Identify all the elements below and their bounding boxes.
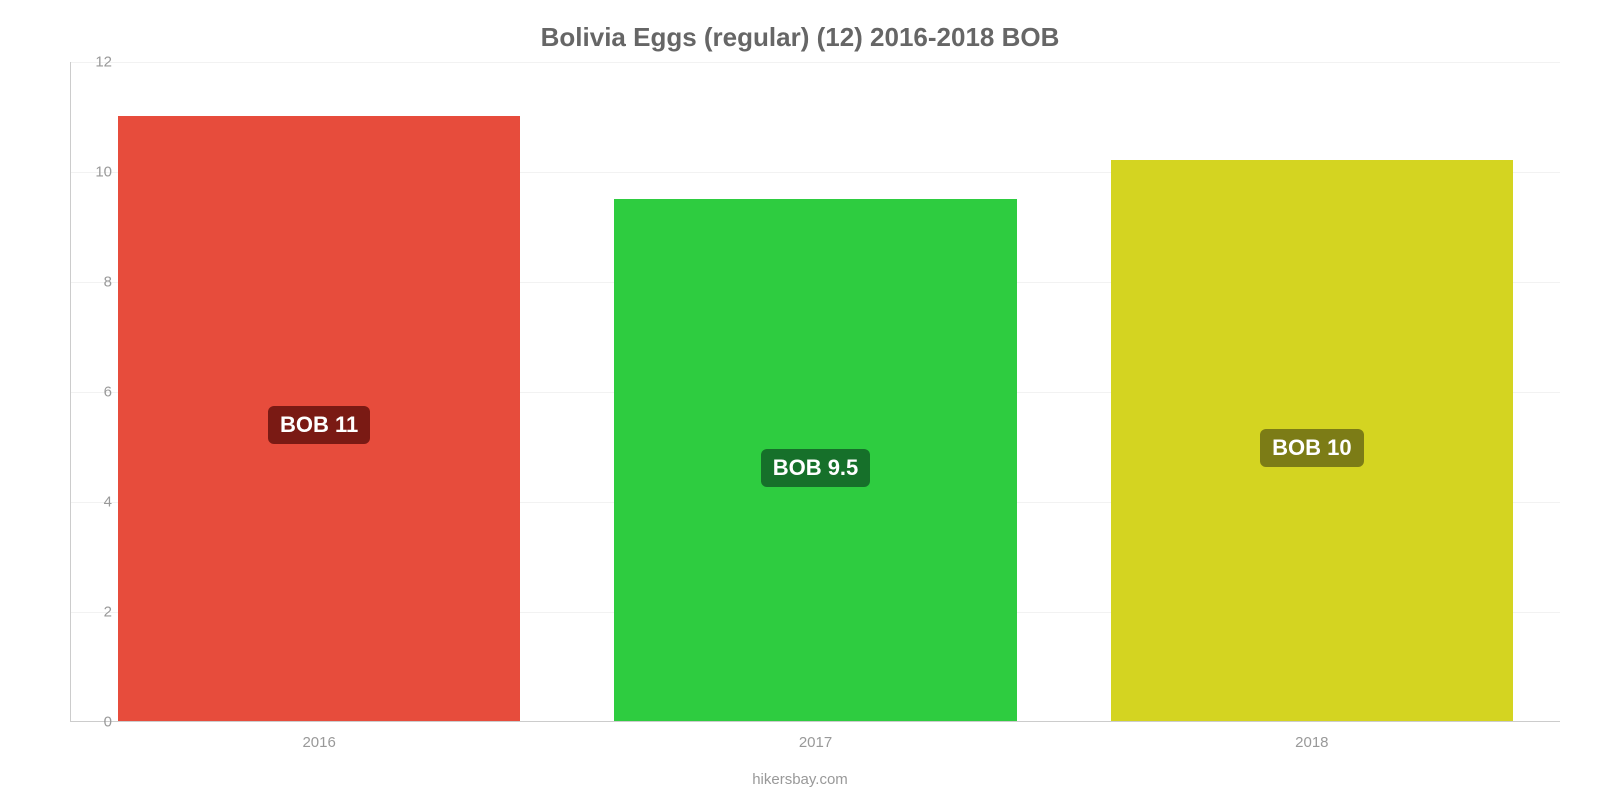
bar-value-label: BOB 9.5 (761, 449, 871, 487)
bar-value-label: BOB 10 (1260, 429, 1363, 467)
y-tick-label: 4 (72, 494, 112, 511)
gridline (71, 62, 1560, 63)
y-tick-label: 10 (72, 164, 112, 181)
chart-title: Bolivia Eggs (regular) (12) 2016-2018 BO… (20, 0, 1580, 63)
chart-container: Bolivia Eggs (regular) (12) 2016-2018 BO… (20, 0, 1580, 800)
x-tick-label: 2017 (799, 734, 832, 751)
y-tick-label: 12 (72, 54, 112, 71)
attribution-text: hikersbay.com (20, 771, 1580, 788)
bar-value-label: BOB 11 (268, 406, 370, 444)
plot-area: 024681012BOB 112016BOB 9.52017BOB 102018 (70, 62, 1560, 722)
x-tick-label: 2016 (302, 734, 335, 751)
y-tick-label: 8 (72, 274, 112, 291)
bar: BOB 11 (118, 116, 520, 721)
bar: BOB 10 (1111, 160, 1513, 721)
y-tick-label: 0 (72, 714, 112, 731)
y-tick-label: 6 (72, 384, 112, 401)
x-tick-label: 2018 (1295, 734, 1328, 751)
y-tick-label: 2 (72, 604, 112, 621)
bar: BOB 9.5 (614, 199, 1016, 722)
